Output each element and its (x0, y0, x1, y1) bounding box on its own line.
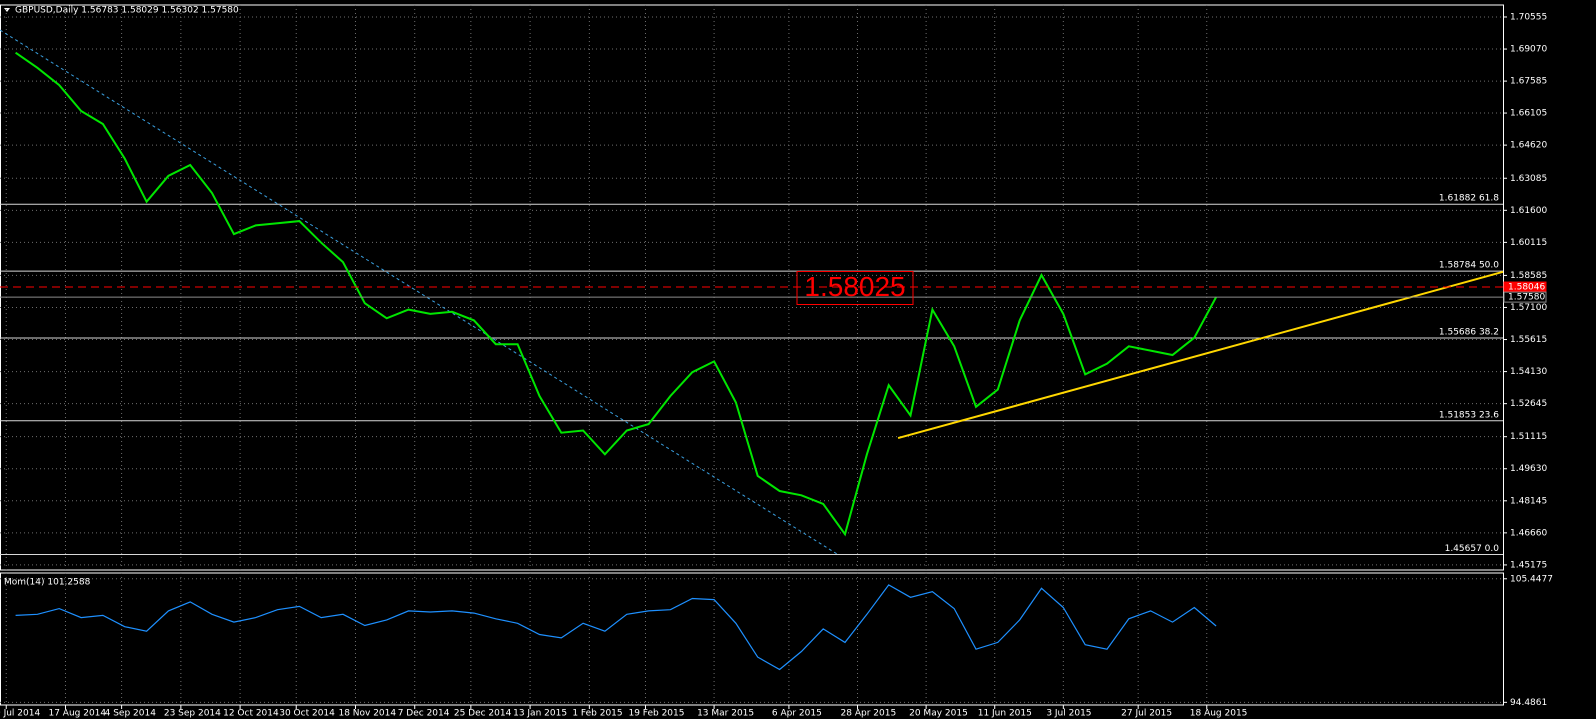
y-tick-label: 1.52645 (1510, 399, 1547, 409)
x-tick-label: 23 Sep 2014 (164, 709, 221, 719)
x-tick-label: 27 Jul 2015 (1121, 709, 1172, 719)
x-tick-label: 3 Jul 2015 (1046, 709, 1091, 719)
x-tick-label: 13 Jan 2015 (513, 709, 567, 719)
y-tick-label: 1.60115 (1510, 238, 1547, 248)
panel-frame (0, 572, 1504, 706)
x-tick-label: 18 Nov 2014 (338, 709, 396, 719)
x-tick-label: 19 Feb 2015 (628, 709, 684, 719)
x-tick-label: 29 Jul 2014 (0, 709, 40, 719)
y-tick-label: 1.70555 (1510, 12, 1547, 22)
trendline (897, 270, 1504, 440)
y-tick-label: 1.66105 (1510, 109, 1547, 119)
y-tick-label: 1.46660 (1510, 528, 1547, 538)
y-tick-label: 1.49630 (1510, 464, 1547, 474)
x-tick-label: 1 Feb 2015 (572, 709, 622, 719)
y-tick-label: 1.61600 (1510, 206, 1547, 216)
fib-label: 1.45657 0.0 (1445, 544, 1500, 554)
x-tick-label: 12 Oct 2014 (223, 709, 279, 719)
x-tick-label: 17 Aug 2014 (48, 709, 106, 719)
x-tick-label: 20 May 2015 (909, 709, 968, 719)
x-tick-label: 4 Sep 2014 (105, 709, 157, 719)
y-tick-label: 1.54130 (1510, 367, 1547, 377)
x-tick-label: 28 Apr 2015 (841, 709, 897, 719)
y-tick-label: 94.4861 (1510, 698, 1547, 708)
fib-label: 1.51853 23.6 (1439, 410, 1499, 420)
y-tick-label: 1.45175 (1510, 560, 1547, 570)
indicator-title: Mom(14) 101.2588 (4, 578, 91, 588)
price-box-label: 1.58025 (804, 271, 905, 302)
fib-label: 1.61882 61.8 (1439, 194, 1499, 204)
y-tick-label: 1.55615 (1510, 335, 1547, 345)
chart-title: GBPUSD,Daily 1.56783 1.58029 1.56302 1.5… (15, 6, 239, 16)
y-tick-label: 1.64620 (1510, 141, 1547, 151)
y-tick-label: 1.51115 (1510, 432, 1547, 442)
trendline (0, 29, 840, 556)
price-label: 1.58046 (1508, 283, 1545, 293)
x-tick-label: 13 Mar 2015 (697, 709, 754, 719)
x-tick-label: 6 Apr 2015 (772, 709, 822, 719)
x-tick-label: 30 Oct 2014 (279, 709, 335, 719)
y-tick-label: 1.67585 (1510, 77, 1547, 87)
y-tick-label: 1.58585 (1510, 271, 1547, 281)
x-tick-label: 18 Aug 2015 (1190, 709, 1248, 719)
x-tick-label: 11 Jun 2015 (978, 709, 1032, 719)
y-tick-label: 1.63085 (1510, 174, 1547, 184)
price-label: 1.57580 (1508, 293, 1545, 303)
y-tick-label: 1.57100 (1510, 303, 1547, 313)
y-tick-label: 1.48145 (1510, 496, 1547, 506)
series-line (15, 51, 1217, 537)
y-tick-label: 105.4477 (1510, 574, 1553, 584)
price-label-box (1503, 291, 1547, 303)
x-tick-label: 25 Dec 2014 (454, 709, 512, 719)
x-tick-label: 7 Dec 2014 (398, 709, 450, 719)
y-tick-label: 1.69070 (1510, 45, 1547, 55)
price-box (796, 271, 914, 305)
title-arrow (4, 8, 10, 12)
fib-label: 1.58784 50.0 (1439, 261, 1499, 271)
series-line (15, 584, 1217, 671)
fib-label: 1.55686 38.2 (1439, 327, 1499, 337)
